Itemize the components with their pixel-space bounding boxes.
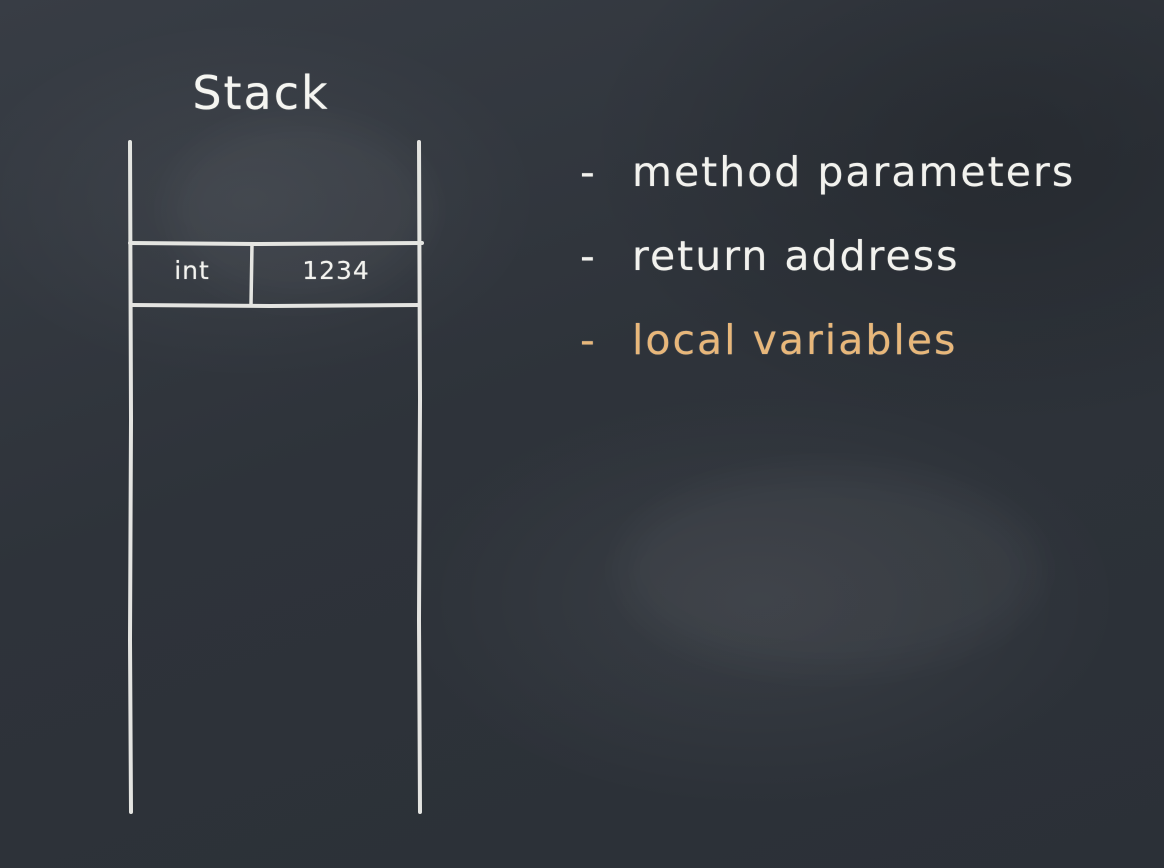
stack-cell-divider — [249, 242, 254, 307]
bullet-local-variables: - local variables — [580, 316, 1075, 400]
stack-frame-bottom-line — [129, 303, 421, 309]
bullet-text: return address — [632, 232, 960, 280]
bullet-return-address: - return address — [580, 232, 1075, 316]
bullet-dash: - — [580, 316, 597, 364]
bullet-text: local variables — [632, 316, 958, 364]
stack-cell-value: 1234 — [302, 256, 370, 285]
bullet-text: method parameters — [632, 148, 1076, 196]
stack-title: Stack — [192, 66, 330, 120]
stack-cell-type: int — [174, 256, 210, 285]
bullet-method-parameters: - method parameters — [580, 148, 1075, 232]
bullet-dash: - — [580, 148, 597, 196]
stack-contents-list: - method parameters - return address - l… — [580, 148, 1075, 400]
stack-right-wall — [416, 140, 423, 814]
bullet-dash: - — [580, 232, 597, 280]
stack-left-wall — [127, 140, 134, 814]
stack-frame-top-line — [128, 241, 424, 247]
